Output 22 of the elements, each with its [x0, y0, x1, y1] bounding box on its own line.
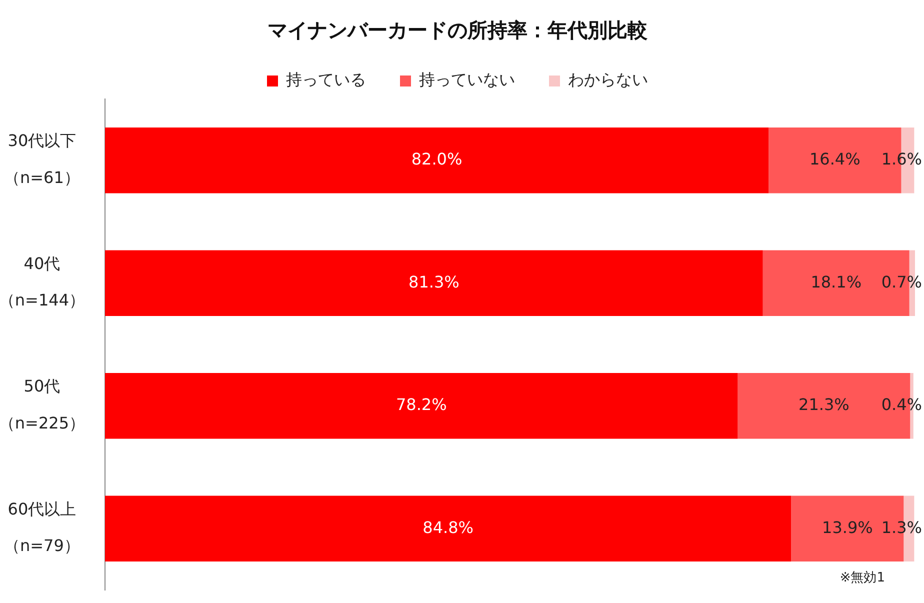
data-label: 1.6%: [881, 150, 922, 169]
data-label: 81.3%: [408, 272, 460, 292]
data-label: 84.8%: [422, 518, 474, 537]
y-tick-label: 30代以下（n=61）: [4, 131, 80, 187]
y-tick-label: 40代（n=144）: [0, 254, 86, 310]
y-tick-label: 50代（n=225）: [0, 376, 86, 432]
bar: [105, 128, 769, 194]
annotation: ※無効1: [840, 570, 885, 586]
legend-label: 持っていない: [419, 70, 515, 90]
data-label: 13.9%: [822, 518, 873, 537]
data-label: 18.1%: [810, 272, 862, 292]
data-label: 78.2%: [396, 395, 447, 414]
chart-title: マイナンバーカードの所持率：年代別比較: [268, 18, 648, 42]
bar: [105, 496, 792, 562]
bar: [105, 373, 738, 439]
y-tick-label: 60代以上（n=79）: [4, 499, 80, 556]
legend-label: わからない: [568, 70, 648, 90]
data-label: 21.3%: [798, 395, 850, 414]
bar: [105, 250, 763, 316]
data-label: 82.0%: [411, 150, 462, 169]
data-label: 16.4%: [809, 150, 860, 169]
legend-label: 持っている: [286, 70, 366, 90]
